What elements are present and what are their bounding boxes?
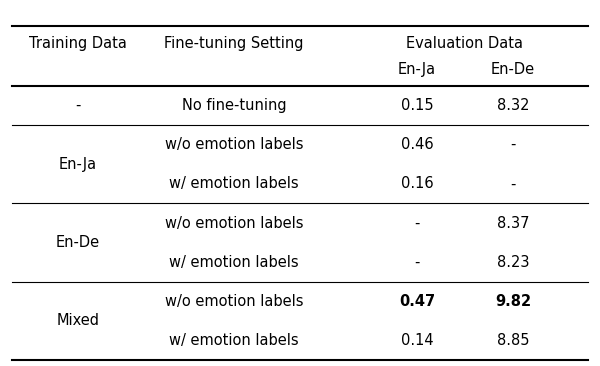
Text: -: -: [511, 137, 515, 152]
Text: Training Data: Training Data: [29, 36, 127, 51]
Text: En-De: En-De: [491, 61, 535, 76]
Text: Fine-tuning Setting: Fine-tuning Setting: [164, 36, 304, 51]
Text: 0.14: 0.14: [401, 333, 433, 348]
Text: 8.37: 8.37: [497, 216, 529, 231]
Text: w/o emotion labels: w/o emotion labels: [165, 294, 303, 309]
Text: -: -: [415, 255, 419, 270]
Text: w/ emotion labels: w/ emotion labels: [169, 176, 299, 191]
Text: Evaluation Data: Evaluation Data: [407, 36, 523, 51]
Text: -: -: [76, 98, 80, 113]
Text: En-De: En-De: [56, 235, 100, 250]
Text: No fine-tuning: No fine-tuning: [182, 98, 286, 113]
Text: 8.32: 8.32: [497, 98, 529, 113]
Text: 8.23: 8.23: [497, 255, 529, 270]
Text: -: -: [415, 216, 419, 231]
Text: 0.46: 0.46: [401, 137, 433, 152]
Text: 0.16: 0.16: [401, 176, 433, 191]
Text: 8.85: 8.85: [497, 333, 529, 348]
Text: Mixed: Mixed: [56, 314, 100, 328]
Text: w/o emotion labels: w/o emotion labels: [165, 137, 303, 152]
Text: 0.47: 0.47: [399, 294, 435, 309]
Text: En-Ja: En-Ja: [398, 61, 436, 76]
Text: En-Ja: En-Ja: [59, 157, 97, 172]
Text: -: -: [511, 176, 515, 191]
Text: 9.82: 9.82: [495, 294, 531, 309]
Text: 0.15: 0.15: [401, 98, 433, 113]
Text: w/o emotion labels: w/o emotion labels: [165, 216, 303, 231]
Text: w/ emotion labels: w/ emotion labels: [169, 255, 299, 270]
Text: w/ emotion labels: w/ emotion labels: [169, 333, 299, 348]
